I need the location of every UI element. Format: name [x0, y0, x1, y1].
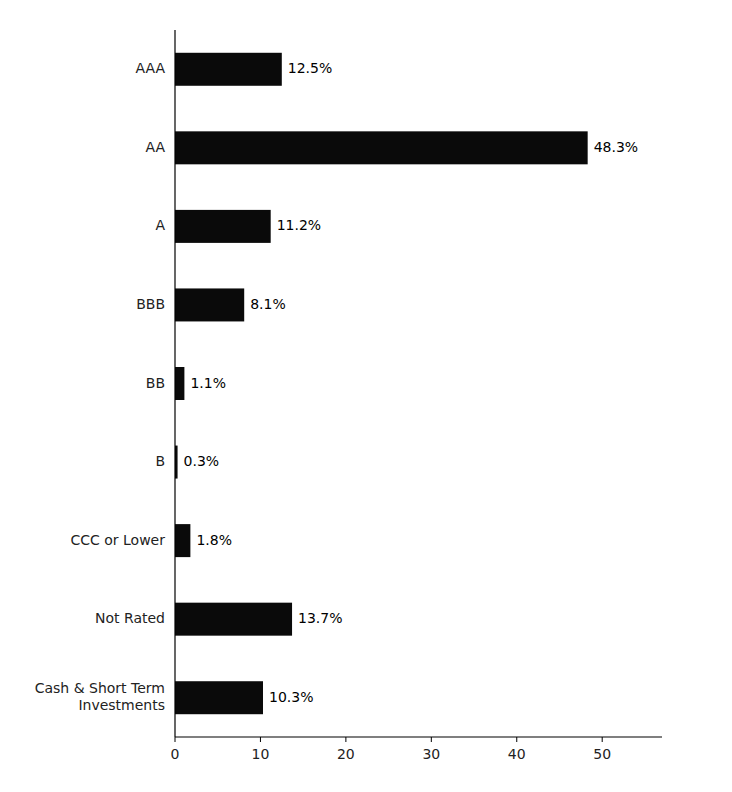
bar: [175, 524, 190, 557]
x-tick-label: 10: [252, 746, 270, 762]
data-label: 12.5%: [288, 60, 332, 76]
x-tick: [431, 737, 432, 742]
data-label: 10.3%: [269, 689, 313, 705]
bar: [175, 288, 244, 321]
data-label: 0.3%: [184, 453, 220, 469]
chart-svg: 12.5% 48.3% 11.2% 8.1% 1.1% 0.3% 1.8% 13.7% 10.3…: [0, 0, 732, 792]
bar: [175, 367, 184, 400]
background: [0, 0, 732, 792]
bar: [175, 603, 292, 636]
category-label: B: [155, 453, 165, 469]
x-axis-line: [175, 736, 662, 737]
category-label: A: [155, 217, 165, 233]
category-label: AAA: [135, 60, 165, 76]
data-label: 48.3%: [594, 139, 638, 155]
x-axis: 0 10 20 30 40 50: [171, 30, 662, 762]
category-label: Not Rated: [95, 610, 165, 626]
category-label: CCC or Lower: [71, 532, 166, 548]
x-tick-label: 30: [422, 746, 440, 762]
x-tick: [516, 737, 517, 742]
x-tick: [260, 737, 261, 742]
data-label: 11.2%: [277, 217, 321, 233]
data-label: 1.8%: [196, 532, 232, 548]
x-tick: [602, 737, 603, 742]
category-label: BB: [146, 375, 165, 391]
data-label: 8.1%: [250, 296, 286, 312]
x-tick-label: 50: [593, 746, 611, 762]
x-tick-label: 20: [337, 746, 355, 762]
bar: [175, 210, 271, 243]
bars: [175, 53, 588, 714]
data-label: 1.1%: [190, 375, 226, 391]
x-tick: [175, 737, 176, 742]
bar: [175, 681, 263, 714]
category-label: AA: [145, 139, 165, 155]
data-labels: 12.5% 48.3% 11.2% 8.1% 1.1% 0.3% 1.8% 13.7% 10.3…: [184, 60, 639, 704]
zero-line: [174, 30, 175, 737]
y-axis: AAAAAABBBBBBCCC or LowerNot RatedCash & …: [35, 60, 166, 713]
bar: [175, 53, 282, 86]
x-tick: [345, 737, 346, 742]
data-label: 13.7%: [298, 610, 342, 626]
chart-container: 12.5% 48.3% 11.2% 8.1% 1.1% 0.3% 1.8% 13.7% 10.3…: [0, 0, 732, 792]
category-label: Cash & Short TermInvestments: [35, 680, 165, 713]
x-tick-label: 0: [171, 746, 180, 762]
bar: [175, 131, 588, 164]
x-tick-label: 40: [508, 746, 526, 762]
category-label: BBB: [136, 296, 165, 312]
